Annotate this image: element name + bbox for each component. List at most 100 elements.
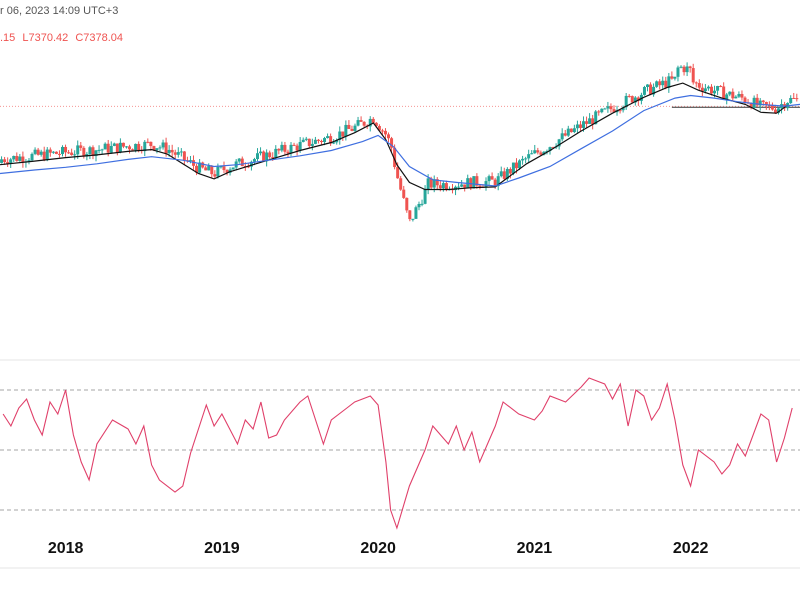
candle-body bbox=[770, 105, 774, 110]
candle-body bbox=[414, 207, 418, 219]
candle-body bbox=[582, 121, 586, 128]
chart-header-ohlc: .15 L7370.42 C7378.04 bbox=[0, 32, 127, 44]
candle-body bbox=[73, 154, 77, 156]
candle-body bbox=[146, 141, 150, 143]
candle-body bbox=[630, 96, 634, 103]
candle-body bbox=[9, 159, 13, 164]
candle-body bbox=[51, 151, 55, 153]
candle-body bbox=[658, 81, 662, 86]
candle-body bbox=[213, 174, 217, 177]
candle-body bbox=[380, 130, 384, 132]
candle-body bbox=[499, 171, 503, 177]
candle-body bbox=[706, 86, 710, 89]
candle-body bbox=[795, 98, 799, 100]
candle-body bbox=[292, 144, 296, 146]
candle-body bbox=[444, 183, 448, 190]
candle-body bbox=[70, 152, 74, 156]
candle-body bbox=[149, 141, 153, 147]
header-low-value: L7370.42 bbox=[22, 32, 69, 44]
long-moving-average-line bbox=[0, 94, 800, 187]
candle-body bbox=[642, 86, 646, 95]
candle-body bbox=[716, 85, 720, 91]
candle-body bbox=[636, 97, 640, 101]
candle-body bbox=[313, 139, 317, 144]
candle-body bbox=[560, 133, 564, 140]
candle-body bbox=[618, 110, 622, 112]
candle-body bbox=[420, 203, 424, 205]
candle-body bbox=[42, 151, 46, 160]
rsi-line bbox=[2, 377, 793, 530]
candle-body bbox=[524, 158, 528, 160]
candle-body bbox=[167, 149, 171, 154]
candle-body bbox=[310, 143, 314, 146]
time-axis[interactable]: 2018 2019 2020 2021 2022 bbox=[0, 540, 800, 569]
candle-body bbox=[777, 108, 781, 113]
candle-body bbox=[612, 109, 616, 113]
candle-body bbox=[124, 146, 128, 148]
candle-body bbox=[676, 67, 680, 77]
candle-body bbox=[94, 150, 98, 157]
candle-body bbox=[752, 97, 756, 108]
candle-body bbox=[319, 140, 323, 143]
candle-body bbox=[64, 146, 68, 153]
header-close-value: C7378.04 bbox=[75, 32, 124, 44]
candle-body bbox=[688, 66, 692, 69]
candle-body bbox=[557, 139, 561, 147]
candle-body bbox=[429, 178, 433, 188]
candle-body bbox=[304, 138, 308, 140]
candle-body bbox=[578, 124, 582, 128]
candle-body bbox=[789, 97, 793, 104]
candle-body bbox=[88, 147, 92, 154]
candle-body bbox=[417, 203, 421, 208]
candle-body bbox=[402, 189, 406, 198]
candle-body bbox=[195, 165, 199, 173]
candle-body bbox=[347, 124, 351, 129]
candle-body bbox=[33, 149, 37, 154]
candle-body bbox=[188, 160, 192, 162]
candle-body bbox=[764, 101, 768, 106]
candle-body bbox=[152, 146, 156, 151]
candle-body bbox=[179, 151, 183, 153]
candle-body bbox=[551, 147, 555, 149]
candle-body bbox=[118, 142, 122, 153]
candle-body bbox=[134, 143, 138, 151]
candle-body bbox=[594, 111, 598, 125]
candle-body bbox=[390, 138, 394, 148]
candle-body bbox=[368, 118, 372, 127]
candle-body bbox=[158, 147, 162, 149]
candle-body bbox=[76, 145, 80, 155]
candle-body bbox=[457, 186, 461, 188]
candle-body bbox=[0, 159, 4, 163]
candle-body bbox=[493, 179, 497, 187]
candle-body bbox=[734, 96, 738, 99]
candle-body bbox=[121, 142, 125, 147]
candle-body bbox=[545, 151, 549, 153]
candle-body bbox=[131, 149, 135, 151]
candle-body bbox=[703, 88, 707, 92]
candle-body bbox=[572, 128, 576, 133]
candle-body bbox=[316, 139, 320, 141]
candle-body bbox=[466, 178, 470, 188]
candle-body bbox=[128, 146, 132, 150]
candle-body bbox=[633, 97, 637, 103]
candle-body bbox=[646, 84, 649, 87]
candle-body bbox=[27, 160, 31, 162]
candle-body bbox=[161, 142, 165, 148]
candle-body bbox=[265, 152, 269, 162]
candle-body bbox=[259, 151, 263, 154]
candle-body bbox=[472, 176, 476, 189]
candle-body bbox=[606, 106, 610, 109]
candle-body bbox=[691, 68, 695, 83]
candle-body bbox=[283, 144, 287, 152]
candle-body bbox=[67, 152, 71, 154]
candle-body bbox=[30, 153, 34, 161]
candle-body bbox=[725, 94, 729, 100]
candle-body bbox=[600, 108, 604, 113]
candle-body bbox=[164, 142, 168, 154]
candle-body bbox=[713, 90, 717, 94]
candle-body bbox=[18, 156, 22, 161]
candle-body bbox=[280, 144, 284, 151]
candle-body bbox=[201, 162, 205, 168]
candle-body bbox=[286, 151, 290, 154]
